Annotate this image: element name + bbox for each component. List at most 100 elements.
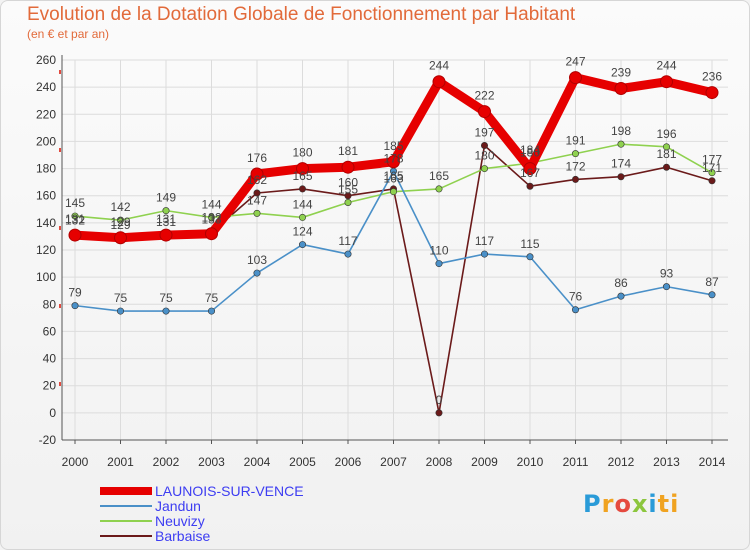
data-point-launois-sur-vence — [250, 167, 264, 181]
data-label-launois-sur-vence: 180 — [292, 146, 312, 160]
y-tick-label: 140 — [36, 216, 56, 230]
y-tick-label: 0 — [49, 406, 56, 420]
data-point-jandun — [708, 291, 716, 299]
data-point-launois-sur-vence — [114, 231, 127, 245]
x-tick-label: 2006 — [335, 455, 362, 469]
data-point-neuvizy — [389, 188, 397, 196]
data-label-launois-sur-vence: 239 — [611, 66, 631, 80]
data-label-barbaise: 174 — [611, 157, 631, 171]
data-label-barbaise: 181 — [656, 147, 676, 161]
y-tick-label: 240 — [36, 80, 56, 94]
data-point-jandun — [117, 307, 125, 315]
data-point-barbaise — [344, 192, 352, 200]
data-label-jandun: 79 — [68, 286, 82, 300]
y-tick-label: -20 — [39, 433, 57, 447]
data-label-neuvizy: 142 — [110, 200, 130, 214]
data-point-jandun — [253, 269, 261, 277]
data-label-neuvizy: 149 — [156, 191, 176, 205]
y-tick-label: 40 — [43, 352, 57, 366]
grid-layer — [62, 59, 728, 441]
data-label-barbaise: 132 — [65, 214, 85, 228]
data-label-launois-sur-vence: 222 — [474, 89, 494, 103]
y-tick-label: 260 — [36, 53, 56, 67]
data-point-barbaise — [571, 175, 579, 183]
data-point-launois-sur-vence — [478, 105, 491, 119]
data-label-launois-sur-vence: 131 — [156, 212, 176, 226]
data-label-launois-sur-vence: 236 — [702, 70, 722, 84]
data-label-neuvizy: 184 — [520, 143, 540, 157]
chart-subtitle: (en € et par an) — [27, 27, 110, 41]
data-point-launois-sur-vence — [432, 75, 446, 89]
data-point-launois-sur-vence — [296, 162, 309, 176]
data-label-jandun: 103 — [247, 253, 267, 267]
data-label-barbaise: 172 — [565, 159, 585, 173]
x-tick-label: 2003 — [198, 455, 225, 469]
y-tick-label: 20 — [43, 379, 57, 393]
data-label-jandun: 75 — [159, 291, 173, 305]
data-label-barbaise: 197 — [474, 126, 494, 140]
data-label-jandun: 117 — [338, 234, 357, 248]
x-tick-label: 2012 — [608, 455, 635, 469]
legend-label-barbaise: Barbaise — [155, 528, 211, 544]
data-point-neuvizy — [71, 212, 79, 220]
data-label-launois-sur-vence: 180 — [520, 146, 540, 160]
data-label-launois-sur-vence: 244 — [656, 59, 676, 73]
proxiti-logo: Proxiti — [583, 490, 680, 518]
data-label-neuvizy: 180 — [474, 149, 494, 163]
data-point-neuvizy — [344, 199, 352, 207]
data-label-barbaise: 160 — [338, 176, 358, 190]
data-point-barbaise — [253, 189, 261, 197]
data-label-barbaise: 162 — [247, 173, 267, 187]
y-tick-label: 80 — [43, 297, 57, 311]
x-tick-label: 2014 — [699, 455, 726, 469]
data-label-neuvizy: 144 — [292, 197, 312, 211]
data-point-launois-sur-vence — [159, 228, 173, 242]
data-label-neuvizy: 165 — [429, 169, 449, 183]
data-point-launois-sur-vence — [614, 82, 628, 95]
y-tick-label: 120 — [36, 243, 56, 257]
label-layer: 132 129 131 133 162 165 160 165 0 197 167 172 174 181… — [65, 55, 722, 407]
data-label-neuvizy: 198 — [611, 124, 631, 138]
data-point-jandun — [208, 307, 216, 315]
legend-swatch-jandun — [100, 505, 152, 507]
data-point-launois-sur-vence — [341, 160, 355, 174]
data-label-jandun: 93 — [660, 267, 674, 281]
data-label-launois-sur-vence: 247 — [565, 55, 585, 69]
data-point-jandun — [526, 253, 534, 261]
y-tick-label: 160 — [36, 189, 56, 203]
legend-label-launois: LAUNOIS-SUR-VENCE — [155, 483, 304, 499]
x-tick-label: 2010 — [517, 455, 544, 469]
data-label-jandun: 115 — [520, 237, 539, 251]
data-point-launois-sur-vence — [68, 228, 82, 242]
data-label-neuvizy: 177 — [702, 153, 722, 167]
data-point-launois-sur-vence — [205, 227, 218, 241]
y-tick-label: 100 — [36, 270, 56, 284]
data-label-launois-sur-vence: 131 — [65, 212, 85, 226]
legend-swatch-barbaise — [100, 535, 152, 537]
data-label-neuvizy: 155 — [338, 183, 358, 197]
data-point-neuvizy — [708, 169, 716, 177]
data-label-barbaise: 167 — [520, 166, 540, 180]
x-tick-label: 2008 — [426, 455, 453, 469]
data-point-neuvizy — [117, 216, 125, 224]
y-tick-label: 200 — [36, 134, 56, 148]
data-label-jandun: 87 — [705, 275, 719, 289]
data-label-jandun: 75 — [205, 291, 219, 305]
data-point-neuvizy — [208, 213, 216, 221]
data-label-jandun: 75 — [114, 291, 128, 305]
data-point-neuvizy — [571, 150, 579, 158]
y-tick-label: 220 — [36, 107, 56, 121]
data-point-neuvizy — [662, 143, 670, 151]
data-label-jandun: 117 — [475, 234, 494, 248]
x-tick-label: 2002 — [153, 455, 180, 469]
data-point-jandun — [298, 241, 306, 249]
data-label-barbaise: 131 — [156, 215, 176, 229]
data-label-neuvizy: 144 — [201, 197, 221, 211]
data-label-neuvizy: 147 — [247, 193, 267, 207]
data-label-neuvizy: 196 — [656, 127, 676, 141]
data-label-barbaise: 165 — [383, 169, 403, 183]
y-tick-label: 60 — [43, 324, 57, 338]
data-point-barbaise — [435, 409, 443, 417]
legend-swatch-launois — [100, 487, 152, 495]
